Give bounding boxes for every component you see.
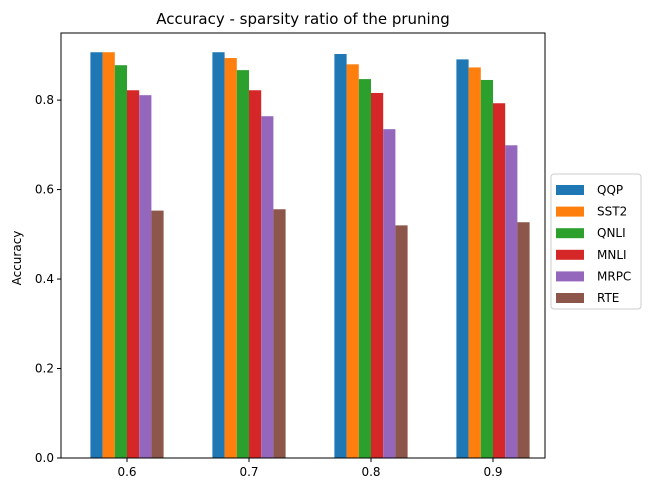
bar-qqp-0.6 — [90, 52, 103, 459]
legend-label-qqp: QQP — [597, 183, 623, 197]
legend-swatch-mnli — [556, 249, 584, 260]
x-tick-label: 0.6 — [117, 465, 136, 479]
bar-mrpc-0.9 — [505, 145, 518, 459]
bar-mnli-0.8 — [371, 92, 384, 458]
y-tick-label: 0.2 — [35, 362, 54, 376]
legend-label-qnli: QNLI — [597, 226, 626, 240]
bar-qnli-0.7 — [236, 70, 249, 458]
bar-rte-0.8 — [395, 225, 408, 458]
legend-label-rte: RTE — [597, 291, 619, 305]
bar-mrpc-0.6 — [139, 95, 152, 459]
bar-rte-0.6 — [151, 210, 164, 458]
bar-rte-0.9 — [517, 222, 530, 458]
y-tick-label: 0.0 — [35, 451, 54, 465]
bar-sst2-0.8 — [346, 64, 359, 458]
bar-qqp-0.9 — [456, 59, 469, 458]
chart-title: Accuracy - sparsity ratio of the pruning — [156, 10, 450, 28]
x-tick-label: 0.7 — [239, 465, 258, 479]
legend-swatch-sst2 — [556, 206, 584, 217]
bar-qnli-0.9 — [480, 79, 493, 458]
bar-mrpc-0.7 — [261, 116, 274, 459]
y-tick-label: 0.4 — [35, 272, 54, 286]
legend: QQP SST2 QNLI MNLI MRPC RTE — [550, 173, 642, 310]
bar-sst2-0.7 — [224, 58, 237, 459]
bar-qnli-0.8 — [358, 79, 371, 458]
bar-mnli-0.9 — [493, 103, 506, 459]
bar-qnli-0.6 — [114, 65, 127, 459]
legend-label-mnli: MNLI — [597, 248, 627, 262]
bar-sst2-0.9 — [468, 67, 481, 458]
y-axis-ticks: 0.0 0.2 0.4 0.6 0.8 — [35, 93, 61, 465]
x-tick-label: 0.8 — [361, 465, 380, 479]
bar-rte-0.7 — [273, 209, 286, 458]
y-axis-label: Accuracy — [10, 231, 24, 286]
legend-swatch-rte — [556, 293, 584, 303]
bar-mrpc-0.8 — [383, 129, 396, 458]
x-tick-label: 0.9 — [483, 465, 502, 479]
legend-label-mrpc: MRPC — [597, 269, 631, 283]
y-tick-label: 0.6 — [35, 183, 54, 197]
plot-frame — [60, 32, 546, 459]
bar-qqp-0.7 — [212, 52, 225, 459]
bar-sst2-0.6 — [102, 52, 115, 459]
legend-swatch-mrpc — [556, 271, 584, 282]
bar-mnli-0.6 — [127, 90, 140, 458]
x-axis-ticks: 0.6 0.7 0.8 0.9 — [117, 458, 503, 479]
bar-mnli-0.7 — [249, 90, 262, 458]
legend-swatch-qqp — [556, 185, 584, 195]
bar-qqp-0.8 — [334, 54, 347, 458]
legend-swatch-qnli — [556, 228, 584, 239]
legend-label-sst2: SST2 — [597, 205, 627, 219]
y-tick-label: 0.8 — [35, 93, 54, 107]
bars-group — [90, 52, 530, 459]
